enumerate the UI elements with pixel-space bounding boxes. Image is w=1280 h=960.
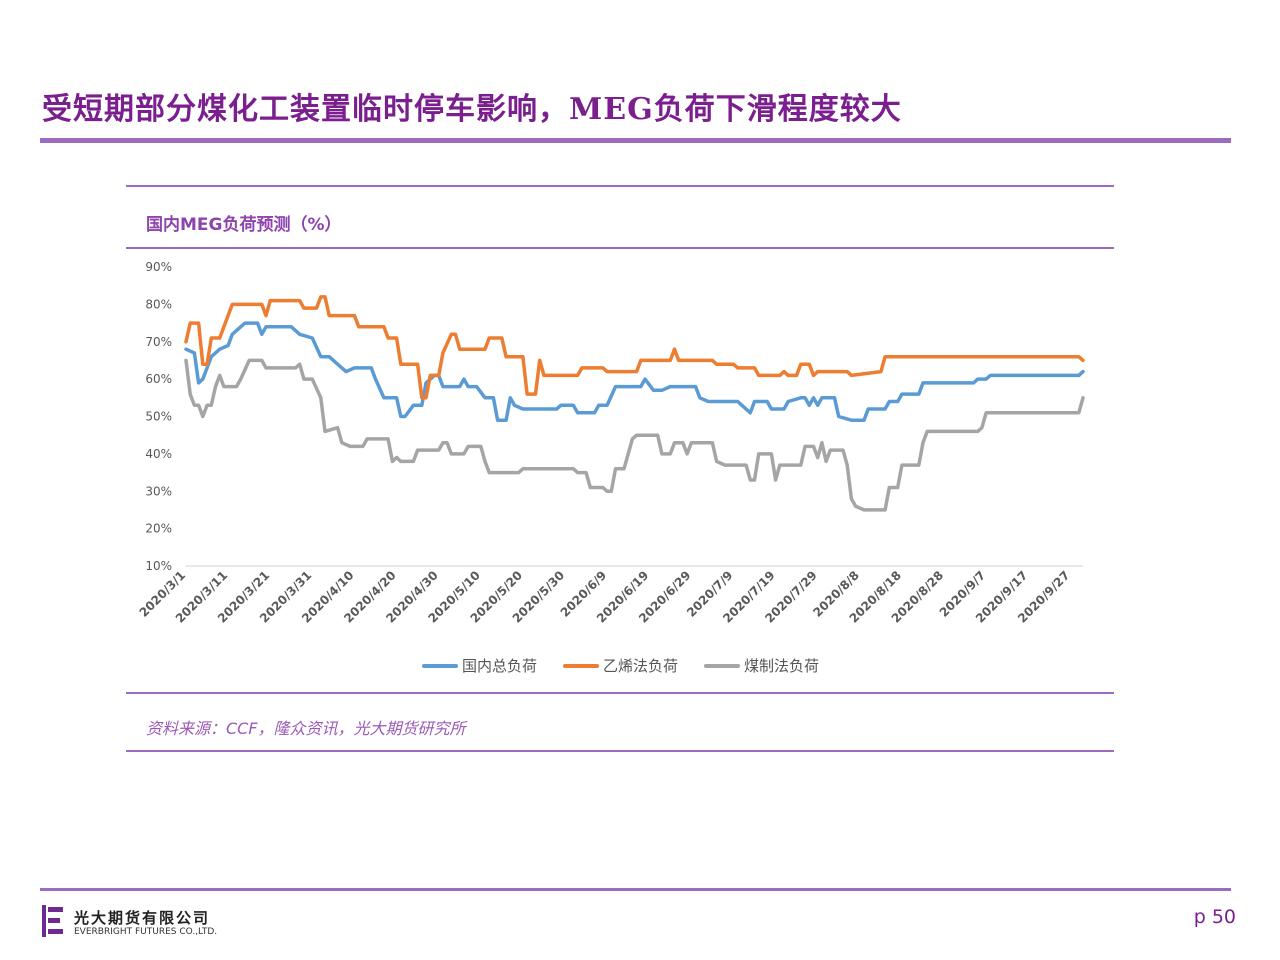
x-axis: 2020/3/12020/3/112020/3/212020/3/312020/… <box>137 568 1073 625</box>
y-tick-label: 60% <box>145 372 172 386</box>
series-line <box>184 321 1085 422</box>
legend-swatch <box>422 663 458 668</box>
legend-item: 煤制法负荷 <box>704 655 819 676</box>
source-note: 资料来源：CCF，隆众资讯，光大期货研究所 <box>146 719 466 738</box>
slide-title: 受短期部分煤化工装置临时停车影响，MEG负荷下滑程度较大 <box>42 92 902 127</box>
y-tick-label: 80% <box>145 297 172 311</box>
logo-mark-icon <box>42 905 64 937</box>
legend-swatch <box>563 663 599 668</box>
y-tick-label: 30% <box>145 484 172 498</box>
legend-item: 国内总负荷 <box>422 655 537 676</box>
chart-title-rule <box>126 247 1114 249</box>
y-tick-label: 10% <box>145 559 172 573</box>
y-tick-label: 20% <box>145 522 172 536</box>
legend-swatch <box>704 663 740 668</box>
legend-label: 煤制法负荷 <box>744 657 820 675</box>
y-tick-label: 40% <box>145 447 172 461</box>
series-line <box>184 295 1085 400</box>
logo-name-cn: 光大期货有限公司 <box>74 909 211 927</box>
source-rule <box>126 750 1114 752</box>
y-tick-label: 70% <box>145 335 172 349</box>
series-lines <box>184 295 1085 512</box>
y-axis: 10% 20% 30% 40% 50% 60% 70% 80% 90% <box>145 260 172 573</box>
logo-name-en: EVERBRIGHT FUTURES CO.,LTD. <box>74 927 218 937</box>
chart-bottom-rule <box>126 692 1114 694</box>
chart-top-rule <box>126 185 1114 187</box>
legend-label: 国内总负荷 <box>462 657 538 675</box>
legend-item: 乙烯法负荷 <box>563 655 678 676</box>
y-tick-label: 50% <box>145 410 172 424</box>
title-rule <box>40 138 1231 143</box>
page-number: p 50 <box>1193 906 1236 928</box>
chart-title: 国内MEG负荷预测（%） <box>146 215 342 235</box>
y-tick-label: 90% <box>145 260 172 274</box>
legend: 国内总负荷 乙烯法负荷 煤制法负荷 <box>0 655 1280 677</box>
series-line <box>184 358 1085 512</box>
footer-rule <box>40 888 1231 891</box>
legend-label: 乙烯法负荷 <box>603 657 679 675</box>
